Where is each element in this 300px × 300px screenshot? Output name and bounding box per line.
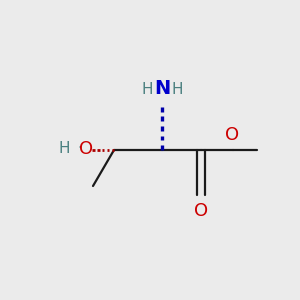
Text: O: O	[194, 202, 208, 220]
Text: ·: ·	[77, 141, 82, 156]
Text: H: H	[171, 82, 183, 98]
Text: N: N	[154, 80, 170, 98]
Text: H: H	[141, 82, 153, 98]
Text: O: O	[79, 140, 94, 158]
Text: H: H	[59, 141, 70, 156]
Text: O: O	[225, 126, 240, 144]
